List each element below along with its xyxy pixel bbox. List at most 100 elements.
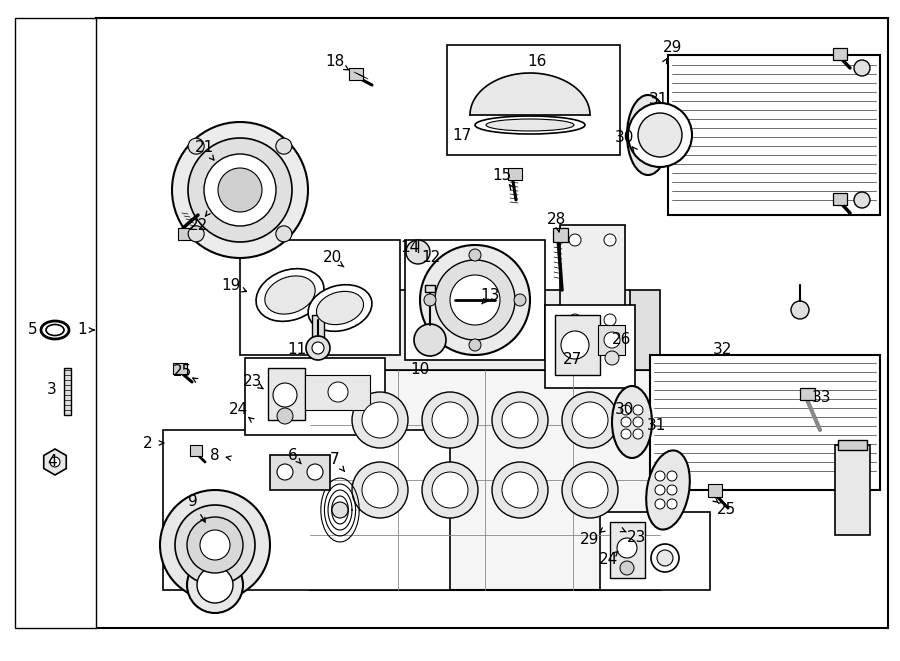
Circle shape bbox=[562, 462, 618, 518]
Text: 19: 19 bbox=[221, 278, 240, 293]
Bar bbox=[173, 363, 187, 374]
Circle shape bbox=[432, 402, 468, 438]
Circle shape bbox=[604, 234, 616, 246]
Bar bbox=[163, 430, 450, 590]
Circle shape bbox=[277, 408, 293, 424]
Circle shape bbox=[187, 517, 243, 573]
Text: 3: 3 bbox=[47, 383, 57, 397]
Polygon shape bbox=[630, 290, 660, 370]
Circle shape bbox=[637, 115, 647, 125]
Circle shape bbox=[200, 530, 230, 560]
Circle shape bbox=[561, 331, 589, 359]
Circle shape bbox=[657, 550, 673, 566]
Text: 23: 23 bbox=[243, 375, 263, 389]
Circle shape bbox=[572, 472, 608, 508]
Circle shape bbox=[197, 567, 233, 603]
Circle shape bbox=[655, 485, 665, 495]
Text: 30: 30 bbox=[616, 130, 634, 145]
Text: 14: 14 bbox=[400, 241, 419, 256]
Circle shape bbox=[791, 301, 809, 319]
Circle shape bbox=[854, 192, 870, 208]
Text: 17: 17 bbox=[453, 128, 472, 143]
Bar bbox=[15, 18, 96, 628]
Text: 32: 32 bbox=[712, 342, 732, 358]
Ellipse shape bbox=[317, 292, 364, 325]
Bar bbox=[800, 388, 815, 400]
Bar bbox=[305, 375, 370, 410]
Text: 10: 10 bbox=[410, 362, 429, 377]
Circle shape bbox=[492, 462, 548, 518]
Bar bbox=[508, 168, 522, 180]
Circle shape bbox=[469, 249, 481, 261]
Bar bbox=[268, 368, 305, 420]
Circle shape bbox=[572, 402, 608, 438]
Bar bbox=[668, 55, 880, 215]
Ellipse shape bbox=[41, 321, 69, 339]
Bar bbox=[600, 512, 710, 590]
Bar bbox=[312, 315, 324, 338]
Polygon shape bbox=[560, 225, 625, 340]
Circle shape bbox=[667, 485, 677, 495]
Bar bbox=[64, 368, 71, 415]
Text: 12: 12 bbox=[421, 251, 441, 266]
Text: 23: 23 bbox=[627, 529, 647, 545]
Circle shape bbox=[650, 145, 660, 155]
Bar bbox=[96, 18, 888, 628]
Circle shape bbox=[492, 392, 548, 448]
Circle shape bbox=[332, 502, 348, 518]
Text: 4: 4 bbox=[47, 455, 57, 469]
Text: 15: 15 bbox=[492, 167, 511, 182]
Circle shape bbox=[175, 505, 255, 585]
Circle shape bbox=[604, 332, 620, 348]
Circle shape bbox=[50, 457, 60, 467]
Circle shape bbox=[650, 130, 660, 140]
Circle shape bbox=[651, 544, 679, 572]
Circle shape bbox=[514, 294, 526, 306]
Text: 18: 18 bbox=[326, 54, 345, 69]
Circle shape bbox=[502, 402, 538, 438]
Text: 1: 1 bbox=[77, 323, 86, 338]
Bar bbox=[178, 228, 192, 240]
Bar bbox=[447, 45, 620, 155]
Circle shape bbox=[160, 490, 270, 600]
Text: 28: 28 bbox=[547, 212, 567, 227]
Circle shape bbox=[569, 234, 581, 246]
Circle shape bbox=[621, 429, 631, 439]
Circle shape bbox=[362, 402, 398, 438]
Text: 21: 21 bbox=[194, 141, 213, 155]
Bar bbox=[245, 358, 385, 435]
Circle shape bbox=[352, 462, 408, 518]
Polygon shape bbox=[44, 449, 67, 475]
Ellipse shape bbox=[256, 268, 324, 321]
Circle shape bbox=[667, 499, 677, 509]
Circle shape bbox=[617, 538, 637, 558]
Text: 2: 2 bbox=[143, 436, 153, 451]
Ellipse shape bbox=[475, 116, 585, 134]
Bar bbox=[240, 240, 400, 355]
Circle shape bbox=[655, 471, 665, 481]
Text: 31: 31 bbox=[648, 93, 668, 108]
Circle shape bbox=[420, 245, 530, 355]
Text: 7: 7 bbox=[330, 453, 340, 467]
Circle shape bbox=[604, 314, 616, 326]
Bar bbox=[833, 48, 847, 60]
Circle shape bbox=[275, 138, 292, 154]
Bar bbox=[425, 285, 435, 292]
Circle shape bbox=[628, 103, 692, 167]
Circle shape bbox=[854, 60, 870, 76]
Circle shape bbox=[569, 314, 581, 326]
Bar bbox=[270, 455, 330, 490]
Circle shape bbox=[414, 324, 446, 356]
Circle shape bbox=[637, 145, 647, 155]
Circle shape bbox=[667, 471, 677, 481]
Circle shape bbox=[277, 464, 293, 480]
Circle shape bbox=[502, 472, 538, 508]
Text: 16: 16 bbox=[527, 54, 546, 69]
Circle shape bbox=[328, 382, 348, 402]
Text: 25: 25 bbox=[174, 364, 193, 379]
Circle shape bbox=[469, 339, 481, 351]
Ellipse shape bbox=[612, 386, 652, 458]
Bar bbox=[835, 445, 870, 535]
Circle shape bbox=[638, 113, 682, 157]
Circle shape bbox=[273, 383, 297, 407]
